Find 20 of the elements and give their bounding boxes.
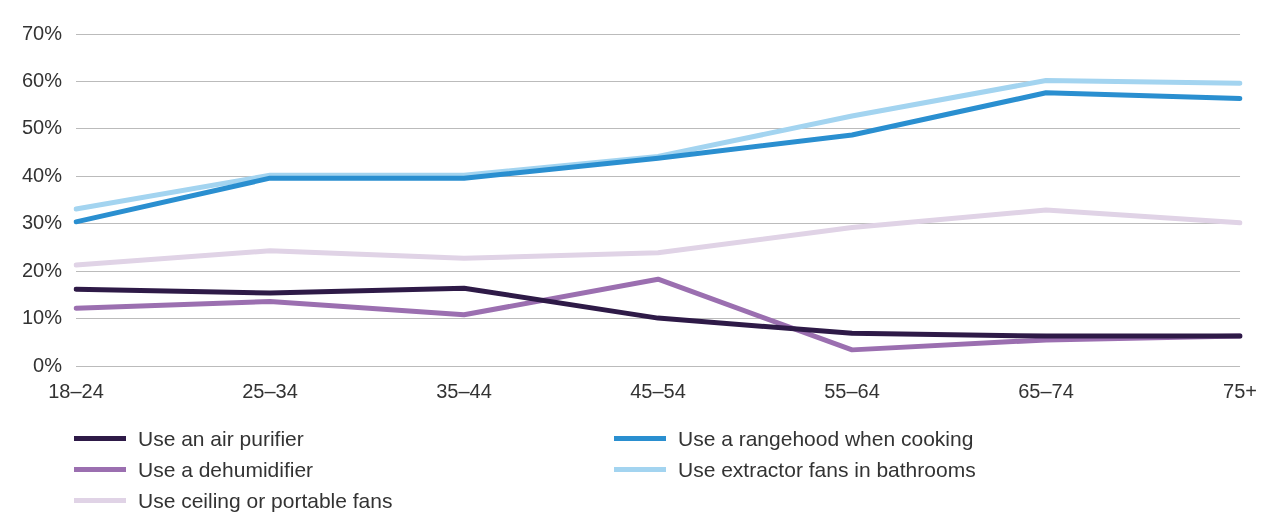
y-tick-label: 50% xyxy=(22,116,63,139)
legend-label: Use extractor fans in bathrooms xyxy=(678,457,976,482)
legend-label: Use a rangehood when cooking xyxy=(678,426,974,451)
x-tick-label: 18–24 xyxy=(48,379,104,402)
legend-label: Use ceiling or portable fans xyxy=(138,488,393,513)
legend-label: Use a dehumidifier xyxy=(138,457,314,482)
x-tick-label: 55–64 xyxy=(824,379,880,402)
x-tick-label: 45–54 xyxy=(630,379,686,402)
x-tick-label: 75+ xyxy=(1223,379,1258,402)
x-tick-label: 35–44 xyxy=(436,379,492,402)
y-tick-label: 0% xyxy=(33,353,63,376)
y-tick-label: 70% xyxy=(22,21,63,44)
x-tick-label: 25–34 xyxy=(242,379,298,402)
y-tick-label: 10% xyxy=(22,306,63,329)
x-tick-label: 65–74 xyxy=(1018,379,1074,402)
y-tick-label: 30% xyxy=(22,211,63,234)
y-tick-label: 20% xyxy=(22,258,63,281)
legend-label: Use an air purifier xyxy=(138,426,304,451)
y-tick-label: 40% xyxy=(22,163,63,186)
y-tick-label: 60% xyxy=(22,68,63,91)
